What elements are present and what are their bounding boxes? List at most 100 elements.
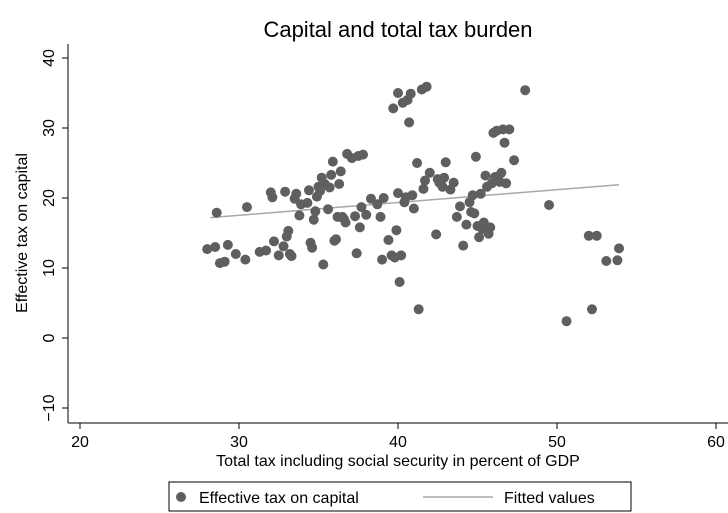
y-tick-label: 30 [41, 119, 58, 137]
legend-label-points: Effective tax on capital [199, 490, 359, 507]
scatter-point [404, 117, 415, 128]
y-axis-ticks: −10 0 10 20 30 40 [41, 49, 68, 422]
scatter-point [383, 235, 394, 245]
scatter-point [601, 256, 612, 266]
scatter-point [340, 217, 351, 228]
scatter-point [377, 254, 388, 265]
chart-title: Capital and total tax burden [263, 17, 532, 42]
scatter-point [283, 225, 294, 236]
scatter-point [499, 137, 510, 148]
scatter-point [448, 177, 459, 188]
scatter-point [424, 167, 435, 178]
scatter-point [303, 185, 314, 196]
y-tick-label: 10 [41, 259, 58, 277]
scatter-point [612, 255, 623, 266]
legend-label-fitted: Fitted values [504, 490, 595, 507]
scatter-point [280, 186, 291, 197]
scatter-point [391, 225, 402, 236]
y-axis-label: Effective tax on capital [14, 153, 31, 313]
scatter-point [327, 156, 338, 167]
legend: Effective tax on capital Fitted values [168, 481, 632, 512]
scatter-point [240, 254, 251, 265]
scatter-point [418, 183, 429, 194]
scatter-point [407, 190, 418, 201]
x-tick-label: 50 [548, 434, 566, 451]
scatter-point [470, 151, 481, 162]
scatter-point [307, 242, 318, 253]
scatter-point [614, 243, 625, 254]
scatter-point [354, 222, 365, 233]
scatter-point [330, 234, 341, 245]
scatter-point [412, 158, 423, 168]
scatter-point [393, 188, 403, 199]
scatter-point [458, 240, 469, 251]
scatter-point [586, 304, 597, 315]
scatter-point [413, 304, 424, 315]
scatter-point [591, 230, 602, 241]
points-layer [202, 81, 625, 327]
scatter-point [302, 197, 313, 208]
scatter-point [467, 190, 478, 201]
fitted-line [210, 183, 620, 219]
x-tick-label: 20 [71, 434, 89, 451]
scatter-point [394, 277, 405, 287]
scatter-point [378, 193, 389, 203]
scatter-point [440, 157, 451, 168]
scatter-point [318, 259, 329, 270]
y-tick-label: −10 [41, 394, 58, 421]
scatter-point [310, 206, 321, 217]
scatter-point [544, 200, 555, 210]
scatter-point [474, 232, 485, 243]
scatter-point [509, 155, 520, 166]
scatter-point [461, 219, 472, 230]
scatter-point [408, 203, 419, 214]
scatter-point [455, 201, 466, 212]
scatter-point [261, 245, 272, 256]
scatter-point [358, 149, 369, 160]
scatter-point [375, 211, 386, 222]
scatter-point [496, 167, 507, 178]
scatter-point [485, 222, 496, 233]
scatter-point [583, 230, 594, 241]
scatter-point [405, 88, 416, 99]
scatter-point [388, 103, 399, 114]
scatter-point [211, 207, 222, 218]
scatter-point [326, 169, 337, 180]
scatter-point [210, 242, 221, 252]
scatter-point [323, 204, 334, 215]
scatter-point [561, 316, 572, 327]
scatter-point [420, 175, 431, 186]
scatter-point [504, 124, 515, 135]
scatter-point [480, 170, 491, 181]
scatter-point [278, 241, 289, 252]
scatter-point [294, 210, 305, 221]
scatter-point [396, 250, 407, 261]
scatter-point [335, 166, 346, 177]
scatter-point [230, 249, 241, 259]
scatter-point [273, 250, 284, 261]
scatter-point [308, 214, 319, 225]
x-tick-label: 40 [389, 434, 407, 451]
scatter-point [351, 248, 362, 259]
scatter-point [334, 179, 345, 189]
scatter-point [356, 202, 367, 213]
x-tick-label: 60 [707, 434, 725, 451]
scatter-point [241, 202, 252, 213]
scatter-point [267, 192, 278, 203]
scatter-point [437, 181, 448, 192]
scatter-point [350, 211, 361, 222]
scatter-point [286, 251, 297, 262]
scatter-point [393, 88, 403, 98]
scatter-point [372, 199, 383, 210]
y-tick-label: 20 [41, 189, 58, 207]
fitted-line-layer [210, 183, 620, 219]
x-axis-label: Total tax including social security in p… [216, 453, 580, 470]
scatter-point [439, 172, 450, 183]
scatter-point [469, 208, 480, 219]
scatter-point [421, 81, 432, 92]
scatter-point [431, 229, 442, 240]
scatter-point [268, 236, 279, 247]
scatter-point [324, 182, 335, 193]
legend-marker-points [176, 492, 186, 502]
